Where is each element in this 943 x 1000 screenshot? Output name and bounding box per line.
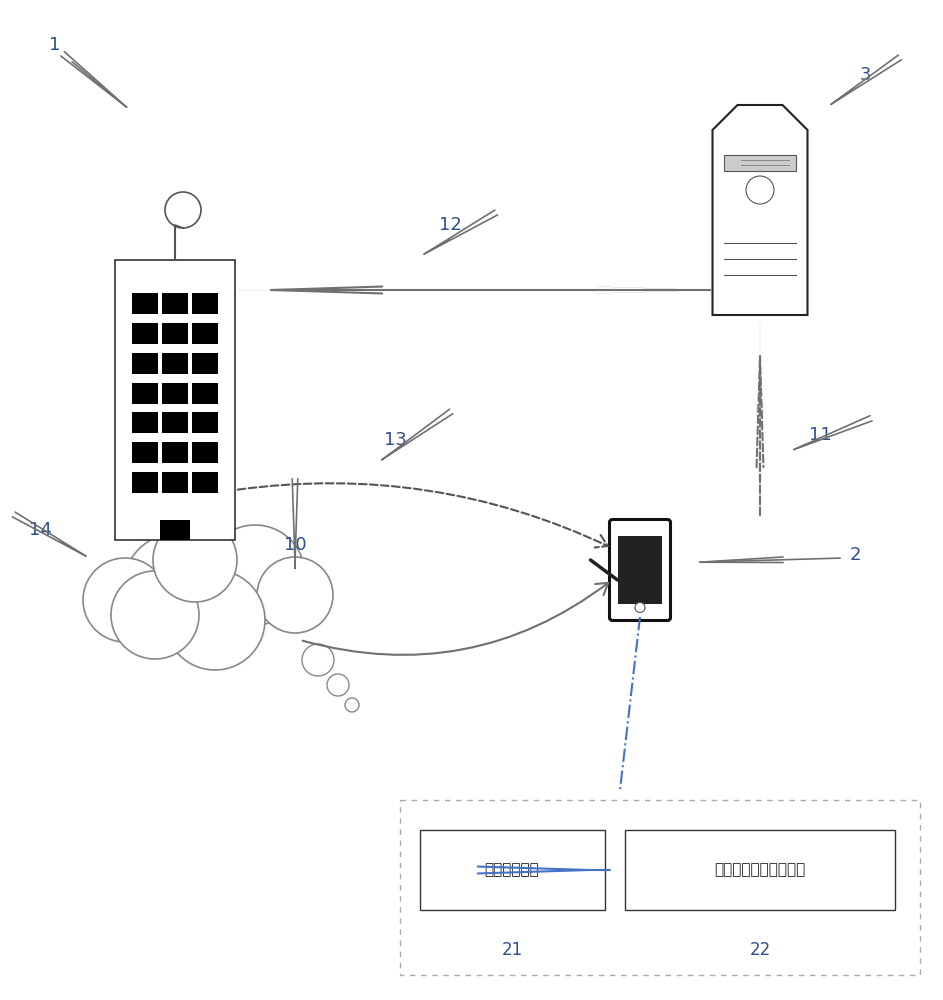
Text: 12: 12 — [438, 216, 461, 234]
Bar — [191, 353, 218, 374]
Text: 1: 1 — [49, 36, 60, 54]
Circle shape — [111, 571, 199, 659]
Bar — [625, 830, 895, 910]
Text: 13: 13 — [384, 431, 406, 449]
Bar — [162, 323, 189, 344]
Circle shape — [635, 602, 645, 612]
Circle shape — [302, 644, 334, 676]
Text: 14: 14 — [28, 521, 52, 539]
Bar — [132, 382, 158, 403]
FancyArrowPatch shape — [303, 583, 608, 655]
Text: 10: 10 — [284, 536, 306, 554]
Circle shape — [83, 558, 167, 642]
Bar — [191, 293, 218, 314]
Bar — [160, 520, 190, 540]
Circle shape — [153, 518, 237, 602]
Bar — [191, 412, 218, 433]
Bar — [132, 323, 158, 344]
Bar — [162, 472, 189, 493]
Bar — [162, 442, 189, 463]
Bar — [191, 472, 218, 493]
Bar — [618, 536, 662, 604]
Circle shape — [345, 698, 359, 712]
Bar — [132, 353, 158, 374]
Bar — [132, 293, 158, 314]
Circle shape — [165, 192, 201, 228]
Bar — [191, 382, 218, 403]
Bar — [191, 442, 218, 463]
Text: 3: 3 — [859, 66, 870, 84]
Text: 21: 21 — [502, 941, 522, 959]
Text: 节目播放程序: 节目播放程序 — [485, 862, 539, 878]
Text: 22: 22 — [750, 941, 770, 959]
Circle shape — [205, 525, 305, 625]
Bar — [162, 382, 189, 403]
Bar — [115, 260, 235, 540]
Bar — [132, 472, 158, 493]
Text: 音频特征信号采集程序: 音频特征信号采集程序 — [715, 862, 805, 878]
Bar — [162, 353, 189, 374]
Bar — [162, 412, 189, 433]
Bar — [724, 155, 796, 171]
Bar — [400, 800, 920, 975]
Circle shape — [165, 570, 265, 670]
Bar — [132, 442, 158, 463]
Text: 2: 2 — [850, 546, 861, 564]
Circle shape — [122, 532, 238, 648]
Polygon shape — [713, 105, 807, 315]
Circle shape — [257, 557, 333, 633]
Bar — [132, 412, 158, 433]
Circle shape — [746, 176, 774, 204]
Bar — [191, 323, 218, 344]
Bar — [162, 293, 189, 314]
Circle shape — [327, 674, 349, 696]
FancyArrowPatch shape — [238, 483, 607, 548]
FancyBboxPatch shape — [609, 520, 670, 620]
Text: 11: 11 — [809, 426, 832, 444]
Bar — [420, 830, 605, 910]
